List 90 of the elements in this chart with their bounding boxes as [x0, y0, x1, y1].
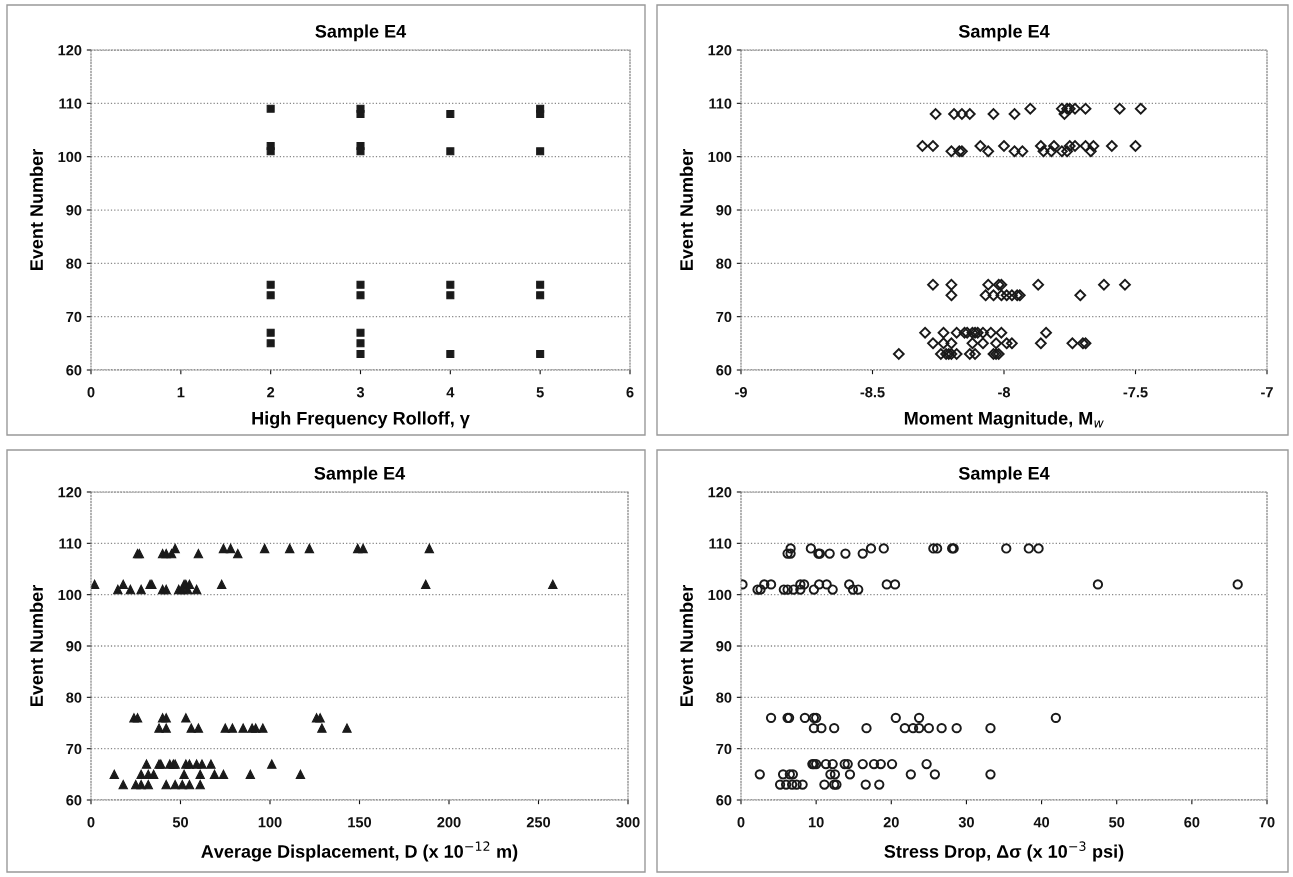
x-axis-title: Moment Magnitude, M$_{w}$: [904, 411, 1104, 429]
x-tick-label: -8: [998, 387, 1011, 398]
x-tick-label: 0: [737, 817, 745, 828]
point: [356, 141, 365, 151]
y-tick-label: 80: [66, 692, 82, 703]
point: [356, 328, 365, 337]
y-tick-label: 110: [59, 98, 82, 109]
y-axis-title: Event Number: [679, 585, 693, 706]
x-tick-label: 250: [526, 817, 551, 828]
x-tick-label: 40: [1033, 817, 1050, 828]
y-tick-label: 100: [708, 151, 732, 163]
y-tick-label: 80: [716, 258, 732, 269]
y-tick-label: 100: [708, 589, 732, 601]
x-tick-label: 20: [883, 817, 899, 828]
y-tick-label: 60: [716, 795, 732, 806]
x-tick-label: 3: [356, 387, 365, 398]
y-axis-title: Event Number: [29, 149, 43, 270]
chart-title: Sample E4: [958, 466, 1050, 484]
x-tick-label: 100: [258, 817, 282, 828]
x-tick-label: -7.5: [1123, 387, 1148, 398]
x-tick-label: -9: [735, 387, 747, 398]
y-tick-label: 80: [716, 692, 732, 703]
y-tick-label: 90: [716, 205, 732, 216]
y-tick-label: 90: [66, 641, 82, 652]
point: [536, 104, 545, 113]
y-axis-title: Event Number: [679, 149, 693, 270]
y-tick-label: 120: [708, 45, 732, 56]
point: [356, 339, 365, 348]
chart-title: Sample E4: [314, 466, 406, 484]
y-tick-label: 120: [58, 487, 82, 498]
point: [446, 291, 455, 300]
y-tick-label: 110: [709, 538, 732, 549]
y-tick-label: 120: [58, 45, 82, 56]
y-axis-title: Event Number: [29, 585, 43, 706]
point: [446, 280, 455, 289]
y-tick-label: 60: [66, 795, 82, 806]
x-tick-label: 4: [446, 387, 455, 398]
chart-title: Sample E4: [958, 24, 1050, 42]
x-axis-title: High Frequency Rolloff, γ: [252, 411, 470, 429]
x-tick-label: 0: [87, 817, 95, 828]
x-tick-label: -8.5: [860, 387, 885, 398]
point: [356, 280, 365, 289]
x-tick-label: 50: [172, 817, 189, 828]
point: [266, 328, 275, 337]
point: [266, 104, 275, 113]
point: [536, 147, 545, 156]
y-tick-label: 100: [58, 151, 82, 163]
x-tick-label: 200: [437, 817, 461, 828]
x-tick-label: 1: [177, 387, 185, 398]
point: [536, 349, 545, 359]
y-tick-label: 60: [66, 365, 82, 376]
x-tick-label: 0: [87, 387, 95, 398]
x-tick-label: 10: [808, 817, 824, 828]
x-tick-label: 300: [616, 817, 640, 828]
x-tick-label: 50: [1109, 817, 1125, 828]
point: [356, 104, 365, 113]
point: [266, 141, 275, 151]
y-tick-label: 90: [66, 205, 82, 216]
y-tick-label: 110: [59, 538, 82, 549]
y-tick-label: 70: [66, 743, 82, 755]
y-tick-label: 70: [716, 743, 732, 755]
x-tick-label: 60: [1184, 817, 1200, 828]
point: [446, 147, 455, 156]
x-tick-label: 2: [267, 387, 275, 398]
point: [356, 349, 365, 359]
point: [266, 280, 275, 289]
point: [266, 291, 275, 300]
y-tick-label: 70: [716, 311, 732, 323]
x-tick-label: -7: [1261, 387, 1273, 398]
y-tick-label: 80: [66, 258, 82, 269]
x-tick-label: 6: [626, 387, 634, 398]
x-tick-label: 70: [1259, 817, 1275, 828]
point: [356, 291, 365, 300]
x-axis-title: Stress Drop, Δσ (x 10$^{−3}$ psi): [884, 841, 1124, 862]
y-tick-label: 90: [716, 641, 732, 652]
point: [446, 109, 455, 119]
x-tick-label: 30: [958, 817, 974, 828]
y-tick-label: 120: [708, 487, 732, 498]
x-tick-label: 5: [536, 387, 544, 398]
x-tick-label: 150: [348, 817, 372, 828]
y-tick-label: 100: [58, 589, 82, 601]
point: [536, 280, 545, 289]
x-axis-title: Average Displacement, D (x 10$^{−12}$ m): [201, 841, 518, 862]
point: [446, 349, 455, 359]
y-tick-label: 70: [66, 311, 82, 323]
y-tick-label: 60: [716, 365, 732, 376]
chart-title: Sample E4: [315, 24, 407, 42]
point: [266, 339, 275, 348]
point: [536, 291, 545, 300]
y-tick-label: 110: [709, 98, 732, 109]
